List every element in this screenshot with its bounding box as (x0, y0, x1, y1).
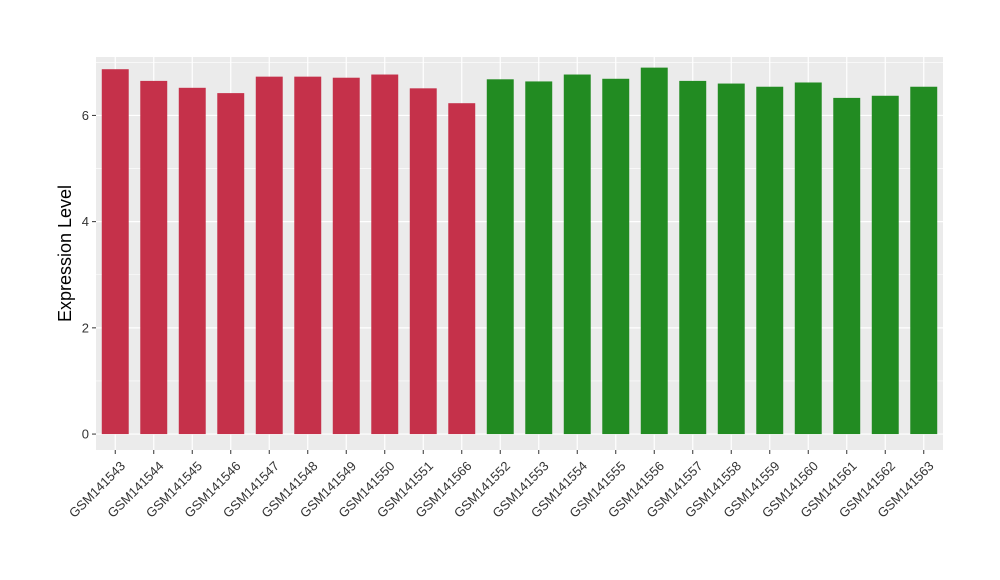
y-tick-label: 4 (82, 214, 89, 229)
bar-GSM141545 (178, 87, 206, 435)
y-axis-title: Expression Level (55, 185, 75, 322)
bar-GSM141560 (794, 82, 822, 435)
bar-GSM141551 (409, 88, 437, 435)
bar-GSM141546 (217, 93, 245, 435)
y-axis: 0 2 4 6 (82, 108, 96, 442)
bar-GSM141556 (640, 67, 668, 435)
bar-GSM141559 (756, 86, 784, 435)
bar-GSM141548 (294, 76, 322, 435)
y-tick-label: 6 (82, 108, 89, 123)
bar-GSM141547 (255, 76, 283, 435)
bar-GSM141557 (679, 80, 707, 435)
bar-GSM141555 (602, 78, 630, 435)
bar-GSM141552 (486, 79, 514, 435)
bar-GSM141563 (910, 86, 938, 435)
bars (101, 67, 938, 435)
x-axis: GSM141543GSM141544GSM141545GSM141546GSM1… (66, 450, 937, 521)
bar-GSM141553 (525, 81, 553, 435)
bar-GSM141561 (833, 97, 861, 435)
bar-GSM141543 (101, 69, 129, 435)
bar-GSM141549 (332, 77, 360, 435)
bar-GSM141558 (717, 83, 745, 435)
y-tick-label: 2 (82, 320, 89, 335)
bar-GSM141554 (563, 74, 591, 435)
bar-GSM141550 (371, 74, 399, 435)
y-tick-label: 0 (82, 427, 89, 442)
bar-GSM141544 (140, 80, 168, 435)
bar-GSM141566 (448, 103, 476, 435)
bar-GSM141562 (871, 95, 899, 435)
